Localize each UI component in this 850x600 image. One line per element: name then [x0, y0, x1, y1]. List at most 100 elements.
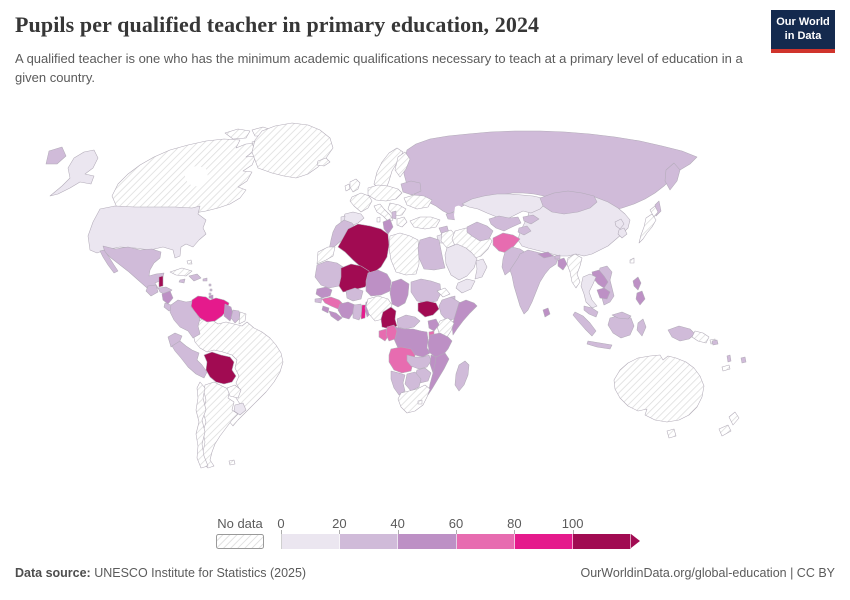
country-ghana[interactable]: [352, 303, 363, 321]
country-namibia[interactable]: [390, 370, 406, 396]
country-canada[interactable]: [111, 138, 259, 215]
country-bhutan[interactable]: [554, 254, 561, 260]
country-mexico[interactable]: [102, 245, 165, 293]
country-uruguay[interactable]: [233, 402, 247, 416]
country-nepal[interactable]: [537, 251, 554, 259]
country-tanzania[interactable]: [427, 332, 453, 358]
country-cambodia[interactable]: [596, 287, 611, 300]
country-guinea-bissau[interactable]: [314, 297, 323, 304]
country-afghanistan[interactable]: [492, 232, 521, 254]
country-senegal[interactable]: [315, 286, 333, 299]
country-ukraine[interactable]: [403, 194, 433, 210]
legend-bin[interactable]: [456, 534, 515, 549]
attribution-link[interactable]: OurWorldinData.org/global-education | CC…: [580, 566, 835, 580]
country-france[interactable]: [349, 192, 373, 213]
country-angola[interactable]: [388, 346, 416, 374]
country-myanmar[interactable]: [566, 253, 583, 289]
country-brazil[interactable]: [192, 317, 284, 427]
country-suriname[interactable]: [230, 309, 241, 324]
country-new-caledonia[interactable]: [721, 364, 731, 372]
country-greece[interactable]: [396, 216, 408, 228]
owid-logo[interactable]: Our World in Data: [771, 10, 835, 53]
country-eritrea[interactable]: [436, 287, 451, 298]
legend-bin[interactable]: [398, 534, 457, 549]
country-sri-lanka[interactable]: [542, 307, 551, 318]
legend-bin[interactable]: [572, 534, 632, 549]
country-chad[interactable]: [389, 278, 410, 308]
country-uganda[interactable]: [427, 318, 440, 332]
country-ecuador[interactable]: [167, 332, 183, 348]
country-india[interactable]: [509, 249, 559, 315]
country-balkans[interactable]: [387, 202, 407, 217]
country-chile[interactable]: [195, 381, 209, 469]
country-lesser-antilles[interactable]: [208, 283, 213, 296]
country-alaska[interactable]: [49, 149, 99, 197]
country-tunisia[interactable]: [382, 218, 394, 235]
country-cote-divoire[interactable]: [337, 301, 356, 320]
country-jamaica[interactable]: [178, 278, 186, 284]
country-oman[interactable]: [474, 258, 488, 280]
country-kazakhstan[interactable]: [461, 193, 547, 220]
country-tajikistan[interactable]: [517, 225, 532, 236]
country-central-europe[interactable]: [367, 184, 403, 202]
country-ireland[interactable]: [344, 183, 351, 192]
country-uzbekistan[interactable]: [488, 215, 522, 232]
country-mali[interactable]: [338, 263, 371, 293]
country-bolivia[interactable]: [203, 351, 237, 385]
country-taiwan[interactable]: [629, 257, 635, 264]
legend-no-data-swatch[interactable]: [216, 534, 264, 549]
country-saudi-arabia[interactable]: [444, 243, 478, 281]
country-north-korea[interactable]: [614, 218, 625, 230]
country-falkland-islands[interactable]: [228, 459, 236, 466]
country-algeria[interactable]: [337, 223, 390, 275]
country-hispaniola[interactable]: [188, 273, 202, 282]
country-colombia[interactable]: [169, 299, 201, 339]
country-albania[interactable]: [391, 210, 397, 220]
country-western-sahara[interactable]: [316, 246, 336, 265]
country-liberia[interactable]: [328, 310, 343, 322]
country-nicaragua[interactable]: [161, 290, 174, 305]
legend-bin[interactable]: [514, 534, 573, 549]
country-turkey[interactable]: [409, 216, 441, 230]
country-bahamas[interactable]: [186, 259, 193, 265]
country-mozambique[interactable]: [427, 352, 450, 396]
country-australia[interactable]: [613, 354, 705, 423]
country-solomon-islands[interactable]: [711, 339, 719, 346]
country-tasmania[interactable]: [666, 428, 677, 439]
country-togo[interactable]: [360, 304, 367, 320]
country-zambia[interactable]: [406, 354, 432, 370]
country-mexico-baja[interactable]: [99, 249, 119, 274]
country-mongolia[interactable]: [539, 190, 598, 215]
country-iceland[interactable]: [316, 157, 331, 167]
country-guatemala[interactable]: [145, 284, 159, 297]
country-russia-chukotka[interactable]: [45, 146, 67, 165]
country-french-guiana[interactable]: [238, 311, 247, 325]
country-usa[interactable]: [87, 205, 207, 259]
country-cuba[interactable]: [169, 267, 193, 277]
country-baltics-belarus[interactable]: [400, 180, 422, 196]
legend-bin[interactable]: [281, 534, 341, 549]
country-argentina[interactable]: [201, 381, 239, 469]
country-uk[interactable]: [349, 178, 361, 193]
country-niger[interactable]: [365, 269, 392, 297]
country-egypt[interactable]: [417, 236, 446, 271]
country-burkina-faso[interactable]: [345, 287, 364, 302]
country-turkmenistan[interactable]: [466, 221, 494, 242]
country-south-africa[interactable]: [397, 384, 431, 414]
country-lesotho[interactable]: [417, 399, 423, 405]
country-peru[interactable]: [171, 340, 208, 379]
country-congo[interactable]: [385, 324, 398, 342]
country-cameroon[interactable]: [380, 306, 398, 330]
country-south-sudan[interactable]: [417, 300, 440, 318]
country-kyrgyzstan[interactable]: [522, 214, 540, 225]
country-philippines[interactable]: [632, 276, 646, 306]
country-south-korea[interactable]: [617, 227, 628, 239]
country-paraguay[interactable]: [226, 384, 242, 399]
country-vanuatu[interactable]: [726, 354, 732, 363]
country-new-zealand[interactable]: [718, 411, 740, 437]
country-japan[interactable]: [638, 205, 659, 244]
country-thailand[interactable]: [580, 273, 598, 309]
country-russia-kamchatka[interactable]: [664, 162, 681, 191]
country-malaysia[interactable]: [583, 305, 599, 318]
country-central-african-republic[interactable]: [396, 314, 421, 330]
